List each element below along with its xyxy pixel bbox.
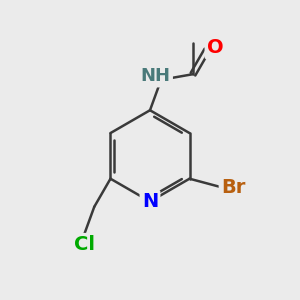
- Text: N: N: [142, 192, 158, 211]
- Text: NH: NH: [141, 67, 171, 85]
- Text: Br: Br: [221, 178, 245, 196]
- Text: O: O: [207, 38, 224, 57]
- Text: Cl: Cl: [74, 235, 95, 254]
